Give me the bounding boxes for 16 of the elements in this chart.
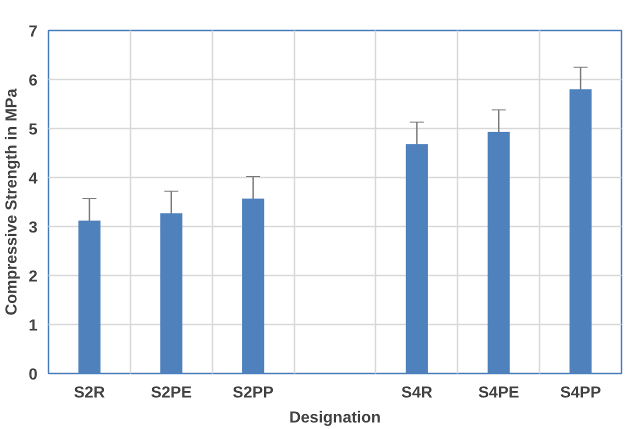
y-tick-label: 6 [28, 72, 38, 90]
x-tick-label: S4PP [560, 384, 602, 402]
y-tick-label: 3 [28, 220, 38, 236]
y-tick-label: 7 [28, 24, 38, 40]
y-axis-title: Compressive Strength in MPa [4, 88, 21, 316]
y-tick-label: 2 [28, 268, 38, 286]
y-tick-label: 0 [28, 366, 38, 384]
y-tick-label: 4 [28, 170, 38, 188]
y-tick-label: 1 [28, 318, 38, 334]
y-tick-label: 5 [28, 122, 38, 138]
x-tick-label: S4R [401, 384, 433, 402]
x-tick-label: S2R [74, 384, 106, 402]
x-tick-label: S2PP [232, 384, 274, 402]
x-tick-label: S4PE [478, 384, 520, 402]
x-tick-label: S2PE [150, 384, 192, 402]
x-axis-title: Designation [289, 410, 381, 426]
